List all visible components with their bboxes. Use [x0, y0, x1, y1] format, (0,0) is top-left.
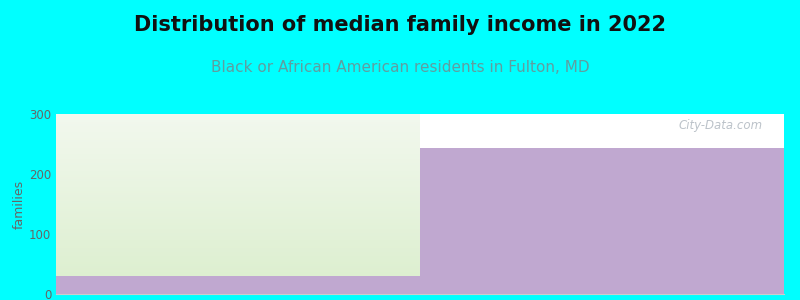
- Bar: [56, 177, 420, 179]
- Bar: [56, 134, 420, 136]
- Bar: [56, 191, 420, 193]
- Bar: [56, 236, 420, 238]
- Bar: [56, 205, 420, 207]
- Bar: [56, 250, 420, 252]
- Bar: [56, 203, 420, 205]
- Bar: [56, 199, 420, 201]
- Bar: [56, 165, 420, 167]
- Bar: [56, 150, 420, 152]
- Bar: [56, 128, 420, 130]
- Bar: [56, 230, 420, 232]
- Bar: [56, 227, 420, 230]
- Bar: [56, 272, 420, 274]
- Bar: [56, 266, 420, 268]
- Bar: [56, 120, 420, 122]
- Bar: [56, 175, 420, 177]
- Y-axis label: families: families: [13, 179, 26, 229]
- Bar: [56, 152, 420, 154]
- Bar: [56, 213, 420, 215]
- Bar: [56, 248, 420, 250]
- Bar: [56, 126, 420, 128]
- Bar: [56, 239, 420, 242]
- Bar: [56, 118, 420, 120]
- Bar: [56, 221, 420, 223]
- Bar: [56, 268, 420, 270]
- Bar: [56, 246, 420, 248]
- Bar: [420, 148, 784, 294]
- Bar: [56, 252, 420, 254]
- Bar: [56, 144, 420, 146]
- Bar: [56, 238, 420, 239]
- Bar: [56, 262, 420, 264]
- Bar: [56, 148, 420, 150]
- Bar: [56, 270, 420, 272]
- Bar: [56, 233, 420, 236]
- Bar: [56, 201, 420, 203]
- Bar: [56, 197, 420, 199]
- Bar: [56, 187, 420, 189]
- Bar: [56, 179, 420, 181]
- Bar: [56, 183, 420, 185]
- Bar: [56, 122, 420, 124]
- Bar: [56, 189, 420, 191]
- Bar: [56, 274, 420, 276]
- Bar: [56, 116, 420, 118]
- Bar: [56, 173, 420, 175]
- Bar: [56, 132, 420, 134]
- Bar: [56, 138, 420, 140]
- Bar: [56, 193, 420, 195]
- Text: Black or African American residents in Fulton, MD: Black or African American residents in F…: [210, 60, 590, 75]
- Bar: [56, 260, 420, 262]
- Bar: [56, 244, 420, 246]
- Bar: [56, 219, 420, 221]
- Bar: [56, 146, 420, 148]
- Bar: [56, 211, 420, 213]
- Bar: [56, 158, 420, 160]
- Bar: [56, 232, 420, 233]
- Text: Distribution of median family income in 2022: Distribution of median family income in …: [134, 15, 666, 35]
- Bar: [56, 276, 420, 294]
- Bar: [56, 157, 420, 158]
- Bar: [56, 169, 420, 171]
- Bar: [56, 114, 420, 116]
- Bar: [56, 160, 420, 163]
- Bar: [56, 171, 420, 173]
- Bar: [56, 223, 420, 225]
- Bar: [56, 258, 420, 260]
- Text: City-Data.com: City-Data.com: [678, 119, 762, 132]
- Bar: [56, 217, 420, 219]
- Bar: [56, 254, 420, 256]
- Bar: [56, 242, 420, 244]
- Bar: [56, 207, 420, 209]
- Bar: [56, 264, 420, 266]
- Bar: [56, 167, 420, 169]
- Bar: [56, 140, 420, 142]
- Bar: [56, 142, 420, 144]
- Bar: [56, 154, 420, 157]
- Bar: [56, 215, 420, 217]
- Bar: [56, 195, 420, 197]
- Bar: [56, 185, 420, 187]
- Bar: [56, 130, 420, 132]
- Bar: [56, 225, 420, 227]
- Bar: [56, 181, 420, 183]
- Bar: [56, 209, 420, 211]
- Bar: [56, 256, 420, 258]
- Bar: [56, 163, 420, 165]
- Bar: [56, 136, 420, 138]
- Bar: [56, 124, 420, 126]
